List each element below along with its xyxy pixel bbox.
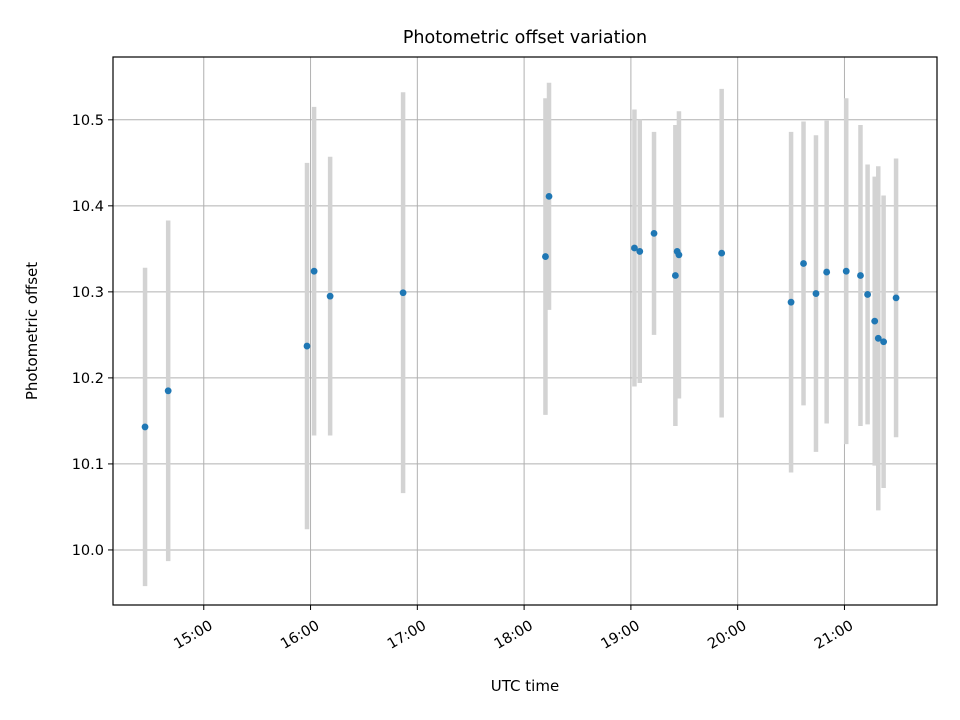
data-point xyxy=(787,298,795,306)
data-point xyxy=(880,338,888,346)
y-axis-label: Photometric offset xyxy=(23,262,41,400)
data-point xyxy=(823,268,831,276)
y-tick-label: 10.5 xyxy=(72,113,104,129)
data-point xyxy=(650,229,658,237)
data-point xyxy=(812,290,820,297)
data-points xyxy=(141,192,900,431)
data-point xyxy=(718,249,726,257)
data-point xyxy=(675,251,683,259)
chart-title: Photometric offset variation xyxy=(403,28,647,48)
y-tick-label: 10.1 xyxy=(72,457,104,473)
data-point xyxy=(857,272,864,279)
data-point xyxy=(631,244,638,252)
y-tick-label: 10.4 xyxy=(72,199,104,215)
data-point xyxy=(399,289,407,297)
data-point xyxy=(874,334,882,342)
data-point xyxy=(326,292,334,300)
data-point xyxy=(542,253,549,260)
data-point xyxy=(141,423,149,431)
data-point xyxy=(842,267,850,275)
x-axis-label: UTC time xyxy=(491,677,559,695)
grid xyxy=(113,57,937,605)
data-point xyxy=(892,294,900,302)
y-tick-label: 10.3 xyxy=(72,285,104,301)
data-point xyxy=(303,342,311,350)
data-point xyxy=(636,248,644,255)
y-tick-label: 10.0 xyxy=(72,543,104,559)
data-point xyxy=(871,317,879,325)
data-point xyxy=(864,291,871,298)
data-point xyxy=(671,272,679,279)
data-point xyxy=(310,267,318,275)
data-point xyxy=(164,387,172,395)
plot-frame xyxy=(112,56,938,606)
data-point xyxy=(545,192,553,200)
data-point xyxy=(800,260,807,267)
y-axis: 10.0 10.1 10.2 10.3 10.4 10.5 xyxy=(72,113,113,559)
y-tick-label: 10.2 xyxy=(72,371,104,387)
